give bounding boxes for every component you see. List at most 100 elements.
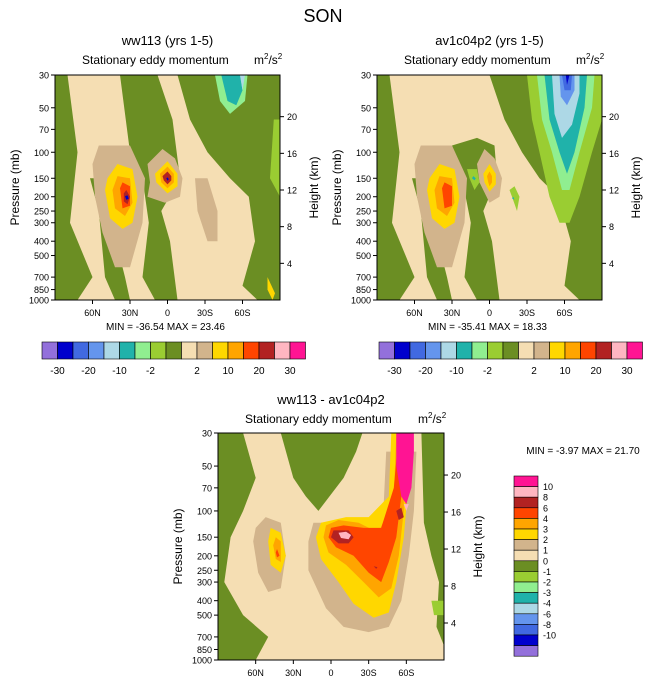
colorbar-swatch: [165, 341, 182, 360]
contour-region: [368, 559, 382, 573]
colorbar-swatch: [513, 528, 539, 540]
colorbar-label: 4: [543, 514, 548, 524]
colorbar-swatch: [513, 571, 539, 583]
colorbar-label: 30: [621, 366, 633, 377]
contour-region: [55, 75, 93, 300]
y-tick-label: 100: [356, 148, 371, 158]
colorbar-label: 10: [559, 366, 571, 377]
page-title: SON: [303, 6, 342, 26]
colorbar-swatch: [513, 549, 539, 562]
y-tick-label: 850: [197, 645, 212, 655]
y-tick-label: 700: [197, 632, 212, 642]
contour-region: [472, 176, 476, 181]
colorbar-swatch: [119, 341, 136, 360]
height-tick-label: 8: [287, 222, 292, 232]
colorbar-label: -2: [146, 366, 155, 377]
height-tick-label: 12: [609, 186, 619, 196]
colorbar-swatch: [513, 560, 539, 572]
colorbar-swatch: [134, 341, 151, 360]
colorbar-swatch: [289, 341, 306, 360]
y-tick-label: 1000: [29, 296, 49, 306]
y-tick-label: 50: [361, 103, 371, 113]
min-max-label: MIN = -36.54 MAX = 23.46: [106, 322, 225, 333]
y-tick-label: 150: [34, 174, 49, 184]
colorbar-swatch: [502, 341, 519, 360]
contour-region: [403, 504, 409, 511]
colorbar-swatch: [513, 624, 539, 636]
contour-region: [565, 75, 570, 85]
x-tick-label: 0: [328, 668, 333, 678]
panel-subtitle: Stationary eddy momentum: [82, 53, 229, 67]
y-tick-label: 250: [356, 207, 371, 217]
colorbar-swatch: [595, 341, 612, 360]
contour-region: [177, 75, 280, 300]
colorbar-label: 10: [543, 482, 553, 492]
y-tick-label: 400: [356, 237, 371, 247]
colorbar-swatch: [513, 581, 539, 593]
x-tick-label: 60S: [234, 308, 250, 318]
colorbar-swatch: [394, 341, 411, 360]
contour-region: [373, 566, 378, 569]
y-tick-label: 70: [39, 125, 49, 135]
units-label: m2/s2: [254, 52, 283, 67]
contour-region: [467, 169, 480, 190]
colorbar-swatch: [150, 341, 167, 360]
height-tick-label: 16: [609, 149, 619, 159]
height-tick-label: 12: [451, 545, 461, 555]
colorbar-swatch: [513, 645, 539, 657]
colorbar-label: -20: [418, 366, 433, 377]
contour-region: [221, 75, 243, 106]
contour-region: [218, 433, 269, 660]
x-tick-label: 30N: [285, 668, 302, 678]
contour-region: [421, 433, 444, 646]
colorbar-label: 6: [543, 503, 548, 513]
y-tick-label: 150: [197, 533, 212, 543]
y-axis-label: Pressure (mb): [8, 149, 22, 225]
contour-region: [396, 507, 404, 520]
contour-region: [240, 75, 245, 91]
colorbar-swatch: [513, 634, 539, 646]
y-tick-label: 700: [34, 273, 49, 283]
contour-region: [338, 531, 352, 540]
colorbar-swatch: [513, 475, 539, 487]
colorbar-swatch: [513, 539, 539, 551]
colorbar-swatch: [513, 613, 539, 625]
colorbar-label: -3: [543, 588, 551, 598]
height-tick-label: 8: [451, 582, 456, 592]
contour-region: [377, 75, 415, 300]
x-tick-label: 30N: [122, 308, 139, 318]
colorbar-label: 20: [590, 366, 602, 377]
y2-axis-label: Height (km): [629, 156, 643, 218]
y-tick-label: 70: [361, 125, 371, 135]
height-tick-label: 20: [287, 112, 297, 122]
y-tick-label: 1000: [351, 296, 371, 306]
y-tick-label: 30: [39, 71, 49, 81]
x-tick-label: 60N: [247, 668, 264, 678]
colorbar-swatch: [181, 341, 198, 360]
colorbar-swatch: [518, 341, 535, 360]
colorbar-label: -6: [543, 609, 551, 619]
x-tick-label: 30N: [444, 308, 461, 318]
colorbar-swatch: [513, 486, 539, 498]
y-axis-label: Pressure (mb): [330, 149, 344, 225]
units-label: m2/s2: [418, 411, 447, 426]
y-tick-label: 300: [197, 578, 212, 588]
y-tick-label: 200: [34, 192, 49, 202]
y-tick-label: 200: [356, 192, 371, 202]
panel-p3: ww113 - av1c04p2 Stationary eddy momentum…: [171, 392, 640, 678]
y-tick-label: 200: [197, 551, 212, 561]
contour-region: [487, 171, 492, 187]
colorbar-label: 2: [194, 366, 200, 377]
panel-title: ww113 (yrs 1-5): [121, 33, 214, 48]
colorbar-label: 10: [222, 366, 234, 377]
colorbar-label: 20: [253, 366, 265, 377]
x-tick-label: 0: [487, 308, 492, 318]
colorbar-label: 30: [284, 366, 296, 377]
height-tick-label: 16: [287, 149, 297, 159]
y-tick-label: 100: [34, 148, 49, 158]
y-tick-label: 850: [34, 285, 49, 295]
contour-region: [512, 196, 515, 200]
y-tick-label: 500: [34, 251, 49, 261]
